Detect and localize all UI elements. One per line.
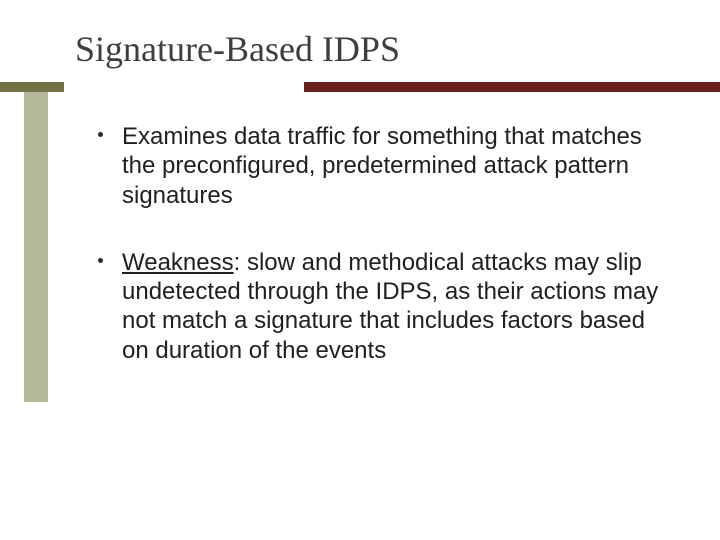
slide-body: Examines data traffic for something that… (98, 122, 660, 403)
decor-bar-right (304, 82, 720, 92)
weakness-label: Weakness (122, 249, 234, 276)
bullet-dot-icon (98, 258, 103, 263)
bullet-item: Weakness: slow and methodical attacks ma… (98, 248, 660, 365)
decor-bar-left (0, 82, 64, 92)
weakness-separator: : (234, 249, 247, 276)
slide: Signature-Based IDPS Examines data traff… (0, 0, 720, 540)
bullet-text: Examines data traffic for something that… (122, 123, 642, 209)
decor-bar-vertical (24, 92, 48, 402)
bullet-item: Examines data traffic for something that… (98, 122, 660, 210)
bullet-dot-icon (98, 132, 103, 137)
slide-title: Signature-Based IDPS (75, 28, 400, 70)
